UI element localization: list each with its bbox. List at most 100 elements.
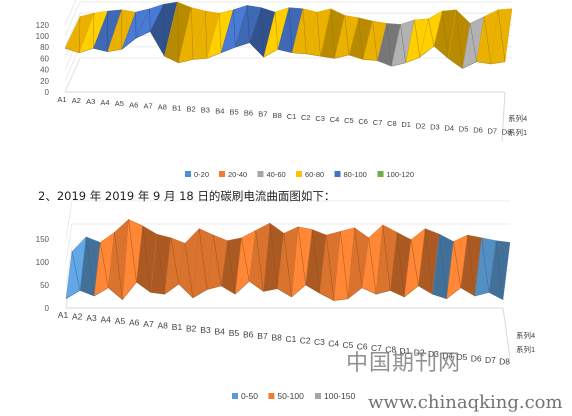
surface-facet [400,24,406,63]
category-label: C8 [387,119,397,128]
surface-facet [481,237,490,293]
surface-facet [142,225,151,293]
category-label: D2 [416,121,426,130]
legend-swatch [185,171,191,177]
surface-facet [260,7,264,58]
category-label: B2 [187,105,196,114]
legend-swatch [257,171,264,177]
category-label: B6 [243,330,254,340]
y-tick-label: 0 [45,304,50,313]
category-label: C5 [344,116,354,125]
y-tick-label: 150 [36,235,50,244]
surface-facet [428,18,435,47]
surface-facet [156,234,165,295]
legend-label: 0-20 [194,170,209,179]
category-label: B2 [186,324,197,334]
category-label: C7 [371,343,382,353]
surface-facet [386,23,392,67]
surface-facet [497,9,506,62]
legend-label: 100-150 [324,391,355,401]
category-label: D1 [399,346,410,356]
gridline-side [64,57,81,93]
category-label: B8 [273,111,282,120]
depth-axis-label: 系列4 [508,113,527,123]
category-label: D3 [428,349,439,359]
surface-facet [344,15,350,56]
legend-label: 60-80 [305,170,324,179]
series-front-edge [64,31,506,69]
category-label: B4 [215,107,224,116]
category-label: C8 [385,345,396,355]
surface-facet [414,19,421,58]
category-label: A3 [86,97,95,106]
category-label: A4 [100,98,109,107]
watermark-logo-text: 中国期刊网 [346,351,462,376]
category-label: C4 [328,339,339,349]
category-label: A1 [57,95,66,104]
surface-facet [255,230,264,292]
category-label: D8 [499,357,510,367]
gridline-side [65,246,73,286]
category-label: D3 [430,122,440,131]
surface-facet [241,237,250,282]
category-label: C2 [300,336,311,346]
surface-facet [274,12,279,50]
y-tick-label: 20 [40,77,49,86]
surface-facet [128,219,137,283]
category-label: B1 [172,322,183,332]
category-label: D5 [459,124,469,133]
surface-facet [170,237,180,285]
y-tick-label: 0 [45,88,50,97]
depth-axis-label: 系列1 [508,127,527,137]
surface-facet [354,227,363,288]
surface-facet [191,7,193,60]
surface-facet [219,13,222,53]
surface-chart-2: 0 50 100 150 A1 A2 A3 A4 A5 A6 A7 A8 B1 B2 B3 B4 B5 B6 B7 B… [36,200,535,401]
category-label: A4 [100,315,111,325]
depth-axis-line [501,91,506,142]
category-label: A5 [115,316,126,326]
gridline-side [65,200,73,240]
gridline-side [65,223,73,263]
surface-facet [330,8,335,59]
surface-facet [269,223,278,289]
category-label: A2 [72,312,83,322]
surface-facet [85,236,95,297]
surface-facet [93,13,95,49]
y-tick-label: 50 [40,281,49,290]
surface-facet [483,16,492,65]
surface-facet [372,21,378,61]
surface-facet [442,10,449,59]
category-label: D5 [456,352,467,362]
surface-facet [297,226,306,286]
category-label: A5 [115,99,124,108]
category-label: D7 [488,127,498,136]
category-label: D1 [401,120,411,129]
legend-swatch [232,393,238,399]
category-label: B1 [172,103,181,112]
category-label: C3 [314,337,325,347]
category-label: B5 [229,328,240,338]
category-label: B4 [214,327,225,337]
category-label: A1 [58,310,69,320]
category-label: C1 [287,112,297,121]
surface-facet [227,240,236,295]
category-label: D8 [502,128,512,137]
series-front-edge [65,280,504,301]
category-label: C3 [315,114,325,123]
depth-axis-line [502,307,511,359]
category-label: A2 [72,96,81,105]
legend-label: 20-40 [228,170,247,179]
surface-facet [205,10,208,59]
category-label: B3 [200,325,211,335]
y-tick-label: 120 [36,21,50,30]
surface-facet [382,224,391,291]
category-label: A3 [86,313,97,323]
legend-swatch [268,393,275,399]
category-label: A8 [158,102,167,111]
surface-chart-1: 0 20 40 60 80 100 120 A1 A2 A3 A4 A5 A6 A7 A8 B1 B2 B3 B4 B… [36,0,527,179]
surface-facet [453,241,461,288]
gridline-side [64,13,81,48]
surface-facet [100,242,109,288]
surface-facet [340,231,349,299]
